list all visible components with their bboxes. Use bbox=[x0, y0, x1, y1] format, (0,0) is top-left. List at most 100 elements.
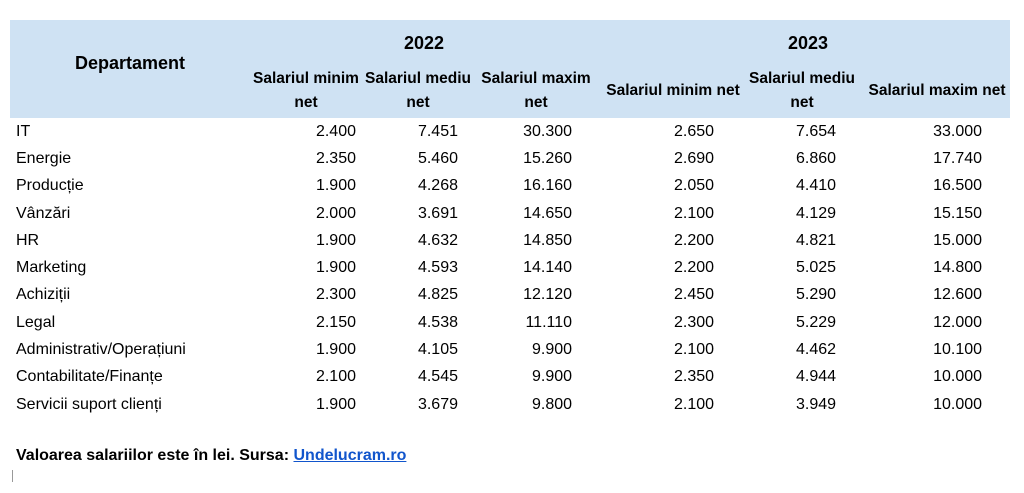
year-header-2022: 2022 bbox=[250, 20, 599, 64]
department-cell: IT bbox=[16, 122, 31, 140]
department-cell: Legal bbox=[16, 313, 56, 331]
spacer-cell bbox=[598, 118, 606, 145]
spacer-cell bbox=[598, 391, 606, 418]
value-cell-avg-2023: 5.025 bbox=[795, 259, 837, 277]
value-cell-max-2022: 9.900 bbox=[531, 368, 573, 386]
value-cell-min-2022: 2.300 bbox=[315, 286, 356, 304]
subheader-avg-2022: Salariul mediu net bbox=[362, 64, 474, 118]
table-row: Marketing 1.900 4.593 14.140 2.200 5.025 14.80… bbox=[10, 254, 1010, 281]
value-cell-max-2022: 9.800 bbox=[531, 395, 573, 413]
value-cell-max-2022: 9.900 bbox=[531, 341, 573, 359]
department-cell: Energie bbox=[16, 149, 72, 167]
table-row: Energie 2.350 5.460 15.260 2.690 6.860 17.740 bbox=[10, 145, 1010, 172]
value-cell-avg-2023: 4.944 bbox=[795, 368, 837, 386]
value-cell-min-2022: 2.100 bbox=[315, 368, 356, 386]
value-cell-min-2023: 2.350 bbox=[673, 368, 715, 386]
spacer-cell bbox=[598, 309, 606, 336]
value-cell-min-2022: 1.900 bbox=[315, 341, 356, 359]
footnote-text: Valoarea salariilor este în lei. Sursa: bbox=[16, 447, 294, 464]
spacer-cell bbox=[598, 200, 606, 227]
value-cell-avg-2022: 4.105 bbox=[417, 341, 458, 359]
subheader-max-2022: Salariul maxim net bbox=[474, 64, 599, 118]
value-cell-min-2022: 1.900 bbox=[315, 231, 356, 249]
department-cell: Achiziții bbox=[16, 286, 71, 304]
spacer-cell bbox=[598, 336, 606, 363]
table-row: Producție 1.900 4.268 16.160 2.050 4.410 16.50… bbox=[10, 173, 1010, 200]
table-row: Legal 2.150 4.538 11.110 2.300 5.229 12.000 bbox=[10, 309, 1010, 336]
value-cell-avg-2023: 7.654 bbox=[795, 122, 837, 140]
value-cell-max-2023: 10.000 bbox=[933, 368, 983, 386]
value-cell-avg-2023: 4.821 bbox=[795, 231, 837, 249]
value-cell-min-2023: 2.690 bbox=[673, 149, 715, 167]
value-cell-min-2022: 2.150 bbox=[315, 313, 356, 331]
table-row: Achiziții 2.300 4.825 12.120 2.450 5.290 12.60… bbox=[10, 282, 1010, 309]
value-cell-avg-2022: 5.460 bbox=[417, 149, 458, 167]
value-cell-min-2023: 2.050 bbox=[673, 177, 715, 195]
value-cell-max-2023: 10.000 bbox=[933, 395, 983, 413]
value-cell-avg-2023: 6.860 bbox=[795, 149, 837, 167]
value-cell-max-2023: 12.000 bbox=[933, 313, 983, 331]
value-cell-max-2022: 30.300 bbox=[523, 122, 573, 140]
department-column-header: Departament bbox=[10, 20, 250, 118]
value-cell-max-2022: 11.110 bbox=[525, 313, 573, 331]
value-cell-max-2023: 16.500 bbox=[933, 177, 983, 195]
value-cell-min-2023: 2.100 bbox=[673, 395, 715, 413]
value-cell-max-2022: 14.140 bbox=[523, 259, 573, 277]
value-cell-avg-2022: 4.825 bbox=[417, 286, 458, 304]
value-cell-avg-2023: 4.129 bbox=[795, 204, 837, 222]
table-row: Administrativ/Operațiuni 1.900 4.105 9.900 2… bbox=[10, 336, 1010, 363]
value-cell-min-2022: 2.000 bbox=[315, 204, 356, 222]
department-cell: Marketing bbox=[16, 259, 87, 277]
subheader-min-2023: Salariul minim net bbox=[606, 64, 741, 118]
value-cell-min-2023: 2.200 bbox=[673, 231, 715, 249]
spacer-cell bbox=[598, 145, 606, 172]
subheader-spacer bbox=[598, 64, 607, 118]
table-row: IT 2.400 7.451 30.300 2.650 7.654 33.000 bbox=[10, 118, 1010, 145]
value-cell-avg-2023: 5.290 bbox=[795, 286, 837, 304]
value-cell-min-2023: 2.300 bbox=[673, 313, 715, 331]
value-cell-avg-2022: 3.679 bbox=[417, 395, 458, 413]
table-row: HR 1.900 4.632 14.850 2.200 4.821 15.000 bbox=[10, 227, 1010, 254]
table-row: Contabilitate/Finanțe 2.100 4.545 9.900 2.35… bbox=[10, 364, 1010, 391]
value-cell-max-2022: 14.650 bbox=[523, 204, 573, 222]
value-cell-avg-2023: 3.949 bbox=[795, 395, 837, 413]
value-cell-avg-2022: 3.691 bbox=[417, 204, 458, 222]
value-cell-min-2022: 1.900 bbox=[315, 395, 356, 413]
department-cell: Administrativ/Operațiuni bbox=[16, 341, 186, 359]
value-cell-max-2023: 17.740 bbox=[933, 149, 983, 167]
department-cell: Contabilitate/Finanțe bbox=[16, 368, 163, 386]
source-link[interactable]: Undelucram.ro bbox=[293, 447, 407, 464]
table-row: Servicii suport clienți 1.900 3.679 9.800 2.… bbox=[10, 391, 1010, 418]
value-cell-avg-2022: 4.593 bbox=[417, 259, 458, 277]
table-body: IT 2.400 7.451 30.300 2.650 7.654 33.000 Energi… bbox=[10, 118, 1010, 418]
header-spacer bbox=[598, 20, 607, 64]
spacer-cell bbox=[598, 173, 606, 200]
cell-edge-marker bbox=[12, 470, 13, 482]
value-cell-max-2022: 15.260 bbox=[523, 149, 573, 167]
department-cell: HR bbox=[16, 231, 40, 249]
subheader-row: Salariul minim net Salariul mediu net Sa… bbox=[10, 64, 1011, 118]
value-cell-min-2023: 2.200 bbox=[673, 259, 715, 277]
value-cell-max-2022: 12.120 bbox=[523, 286, 573, 304]
value-cell-avg-2022: 4.632 bbox=[417, 231, 458, 249]
spacer-cell bbox=[598, 364, 606, 391]
subheader-min-2022: Salariul minim net bbox=[250, 64, 362, 118]
value-cell-max-2023: 15.000 bbox=[933, 231, 983, 249]
value-cell-avg-2022: 7.451 bbox=[417, 122, 458, 140]
value-cell-min-2022: 1.900 bbox=[315, 177, 356, 195]
salary-table: Departament 2022 2023 Salariul minim net… bbox=[10, 20, 1011, 418]
value-cell-avg-2023: 4.462 bbox=[795, 341, 837, 359]
footnote: Valoarea salariilor este în lei. Sursa: … bbox=[16, 447, 406, 465]
value-cell-min-2023: 2.450 bbox=[673, 286, 715, 304]
year-header-row: Departament 2022 2023 bbox=[10, 20, 1011, 118]
table-row: Vânzări 2.000 3.691 14.650 2.100 4.129 15.150 bbox=[10, 200, 1010, 227]
department-cell: Servicii suport clienți bbox=[16, 395, 162, 413]
value-cell-min-2023: 2.100 bbox=[673, 204, 715, 222]
table-header: Departament 2022 2023 Salariul minim net… bbox=[10, 20, 1011, 118]
year-header-2023: 2023 bbox=[606, 20, 1011, 64]
value-cell-avg-2022: 4.545 bbox=[417, 368, 458, 386]
spacer-cell bbox=[598, 254, 606, 281]
value-cell-avg-2023: 4.410 bbox=[795, 177, 837, 195]
value-cell-min-2022: 2.400 bbox=[315, 122, 356, 140]
spacer-cell bbox=[598, 227, 606, 254]
